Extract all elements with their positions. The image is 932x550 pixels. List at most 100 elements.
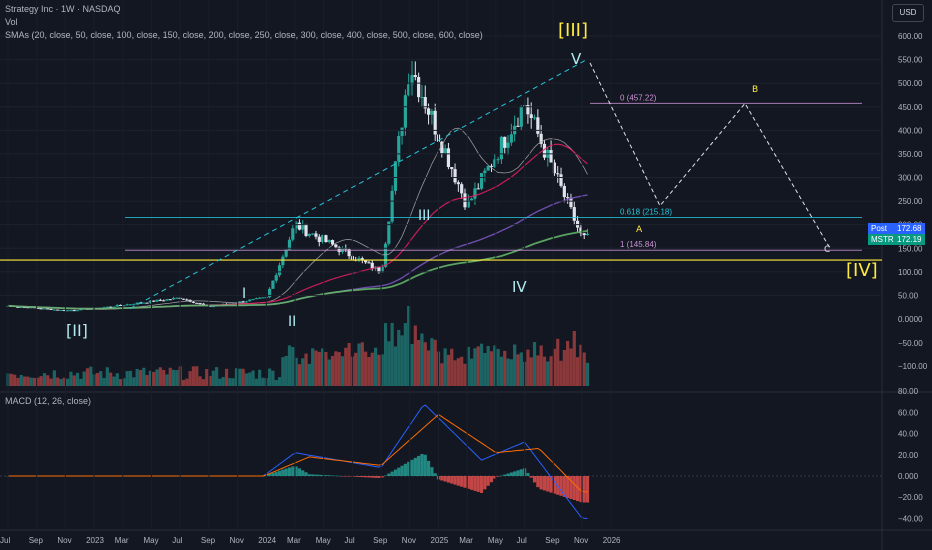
candle: [536, 117, 540, 134]
volume-bar: [287, 345, 292, 386]
macd-histogram-bar: [400, 465, 404, 476]
volume-bar: [39, 376, 43, 386]
volume-bar: [340, 356, 345, 386]
candle: [291, 228, 295, 240]
macd-histogram-bar: [493, 476, 497, 479]
volume-bar: [281, 357, 285, 386]
volume-bar: [470, 358, 474, 386]
volume-bar: [244, 373, 249, 386]
candle: [158, 299, 162, 301]
macd-histogram-bar: [354, 476, 358, 477]
macd-histogram-bar: [536, 476, 540, 488]
candle: [579, 227, 583, 234]
macd-histogram-bar: [499, 475, 504, 477]
macd-histogram-bar: [417, 455, 421, 476]
volume-bar: [221, 377, 225, 386]
macd-histogram-bar: [519, 469, 523, 476]
sma-legend: SMAs (20, close, 50, close, 100, close, …: [5, 30, 483, 40]
time-tick-label: Mar: [287, 536, 301, 545]
volume-bar: [258, 369, 262, 386]
wave-label: I: [242, 286, 246, 302]
macd-tick-label: −40.00: [898, 514, 923, 523]
candle: [585, 233, 590, 236]
volume-bar: [450, 348, 454, 386]
volume-bar: [572, 331, 576, 386]
volume-bar: [549, 356, 553, 386]
wave-label: [IV]: [846, 260, 878, 281]
volume-bar: [499, 356, 504, 386]
volume-bar: [556, 338, 560, 386]
currency-button[interactable]: USD: [892, 4, 924, 22]
candle: [566, 197, 570, 199]
volume-bar: [407, 306, 411, 386]
volume-bar: [66, 378, 70, 386]
time-tick-label: Sep: [29, 536, 44, 545]
macd-histogram-bar: [443, 476, 447, 482]
volume-tick-label: −50.00: [898, 339, 923, 348]
macd-tick-label: −20.00: [898, 493, 923, 502]
macd-pane[interactable]: [0, 404, 882, 519]
abc-correction-line: [589, 62, 831, 249]
price-tick-label: 100.00: [898, 268, 923, 277]
candle: [377, 266, 381, 273]
volume-bar: [135, 368, 139, 386]
macd-histogram-bar: [503, 474, 507, 476]
volume-bar: [479, 343, 484, 386]
volume-bar: [380, 354, 384, 386]
wave-label: [II]: [66, 321, 88, 340]
volume-bar: [215, 367, 219, 386]
volume-bar: [546, 361, 550, 386]
volume-bar: [49, 378, 53, 386]
candle: [466, 200, 470, 208]
macd-histogram-bar: [513, 471, 517, 476]
volume-bar: [268, 368, 272, 386]
macd-histogram-bar: [566, 476, 570, 498]
volume-bar: [397, 329, 401, 386]
macd-histogram-bar: [549, 476, 553, 493]
macd-histogram-bar: [562, 476, 566, 497]
candle: [66, 310, 70, 312]
candle: [36, 307, 40, 309]
time-tick-label: Jul: [172, 536, 182, 545]
volume-bar: [307, 363, 311, 386]
volume-bar: [205, 368, 209, 386]
candle: [532, 117, 537, 119]
volume-bar: [493, 345, 497, 386]
macd-histogram-bar: [572, 476, 576, 501]
macd-histogram-bar: [383, 475, 388, 477]
candle: [304, 223, 308, 236]
volume-bar: [387, 341, 391, 386]
candle: [367, 262, 371, 264]
time-tick-label: Nov: [57, 536, 71, 545]
candle: [171, 297, 176, 300]
macd-histogram-bar: [470, 476, 474, 490]
volume-bar: [443, 348, 447, 386]
volume-bar: [191, 366, 196, 386]
volume-bar: [513, 344, 517, 386]
macd-histogram-bar: [426, 460, 431, 476]
candle: [185, 299, 189, 301]
ticker-label: MSTR: [868, 234, 900, 245]
volume-bar: [132, 377, 136, 386]
volume-bar: [72, 375, 76, 386]
candle: [476, 188, 480, 190]
volume-bar: [125, 371, 129, 386]
volume-bar: [463, 363, 467, 386]
time-tick-label: May: [488, 536, 503, 545]
price-tick-label: 50.00: [898, 291, 919, 300]
volume-pane: [6, 306, 590, 386]
candle: [370, 262, 374, 269]
time-tick-label: Jul: [0, 536, 10, 545]
volume-bar: [552, 348, 557, 386]
macd-histogram-bar: [271, 472, 275, 476]
candle: [450, 167, 454, 170]
macd-histogram-bar: [476, 476, 480, 492]
volume-bar: [559, 360, 563, 386]
candle: [453, 169, 457, 183]
candle: [479, 173, 484, 189]
volume-bar: [532, 342, 537, 386]
macd-histogram-bar: [360, 476, 364, 478]
post-label: Post: [868, 223, 900, 234]
candle: [344, 248, 348, 250]
